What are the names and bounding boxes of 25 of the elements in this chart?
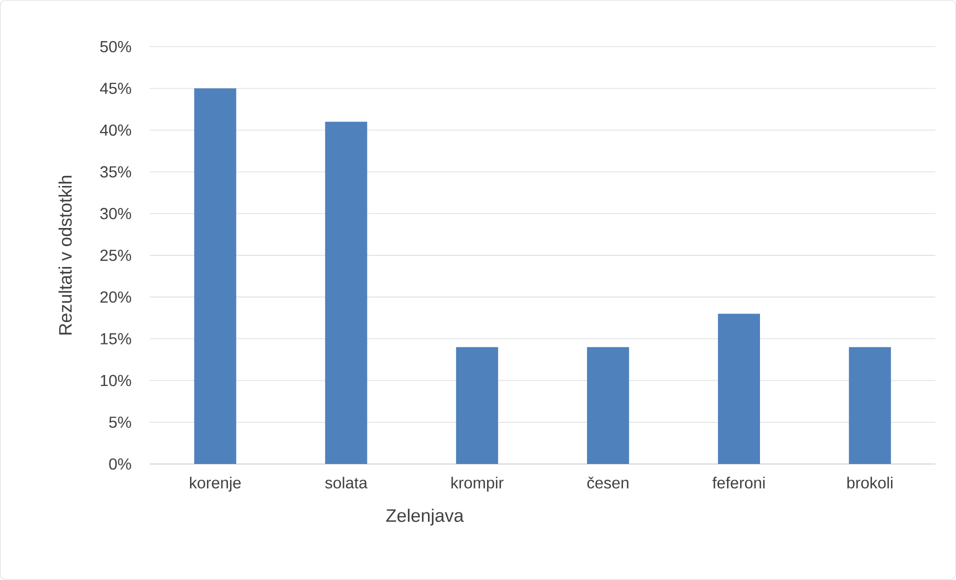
y-tick-label: 20% — [100, 292, 132, 303]
bar — [194, 88, 236, 464]
y-tick-label: 45% — [100, 82, 132, 94]
y-tick-label: 40% — [100, 124, 132, 136]
bar — [587, 347, 630, 464]
y-tick-label: 0% — [109, 458, 132, 470]
y-tick-label: 10% — [100, 375, 132, 386]
y-tick-label: 30% — [100, 208, 132, 220]
bar — [848, 347, 891, 464]
x-tick-label: česen — [587, 476, 628, 489]
x-tick-label: solata — [325, 476, 368, 489]
x-tick-label: korenje — [190, 476, 241, 492]
y-tick-label: 5% — [109, 416, 132, 428]
y-tick-label: 50% — [100, 41, 132, 52]
y-tick-label: 15% — [100, 333, 132, 345]
y-tick-label: 35% — [100, 166, 132, 178]
x-tick-label: brokoli — [847, 476, 892, 489]
bar — [718, 314, 760, 464]
x-tick-label: feferoni — [712, 476, 765, 489]
x-tick-label: krompir — [451, 476, 504, 492]
bar — [456, 347, 498, 464]
y-axis-title: Rezultati v odstotkih — [58, 176, 72, 335]
bar — [325, 122, 368, 464]
x-axis-title: Zelenjava — [386, 508, 464, 526]
y-tick-label: 25% — [100, 250, 132, 262]
